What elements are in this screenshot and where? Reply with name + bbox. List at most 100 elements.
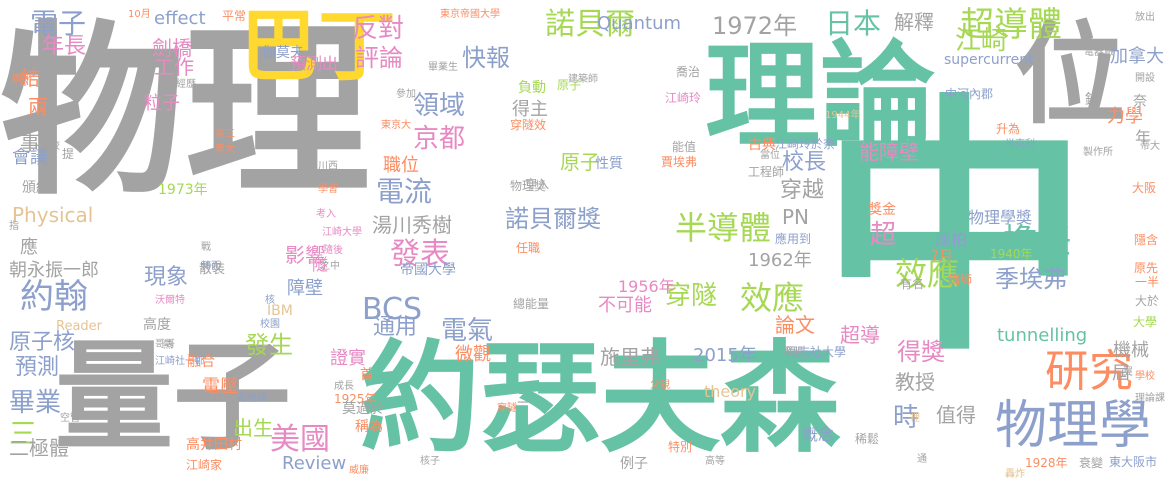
word-75: 兩: [28, 95, 48, 119]
word-143: 原先: [1134, 261, 1159, 275]
word-168: 第三: [215, 129, 235, 140]
word-165: 鑽研: [12, 74, 32, 85]
word-76: 事: [20, 131, 40, 155]
word-28: 解釋: [894, 10, 934, 34]
word-24: 評論: [355, 44, 403, 72]
word-126: 首: [360, 367, 374, 383]
word-47: 論文: [775, 313, 815, 337]
word-125: 高度: [143, 317, 171, 333]
word-69: 出生: [233, 416, 273, 440]
word-192: 二: [517, 391, 531, 407]
word-6: 巴丁: [240, 2, 397, 92]
word-178: 轉而: [201, 261, 221, 272]
word-149: 同志社大學: [786, 345, 847, 359]
word-117: 1973年: [158, 182, 208, 198]
word-104: 江崎玲於奈: [775, 137, 836, 151]
word-90: 屆: [1112, 363, 1130, 384]
word-101: 鍺: [1085, 92, 1099, 108]
word-188: 布喇頓: [237, 393, 267, 404]
word-17: 效應: [740, 279, 805, 317]
word-183: 核: [265, 295, 275, 306]
word-45: 電氣: [441, 316, 494, 346]
word-116: 當位: [760, 150, 780, 161]
word-9: 超導體: [960, 5, 1062, 45]
word-197: 轟炸: [1005, 469, 1025, 480]
word-145: 大於: [1135, 294, 1160, 308]
word-153: 升為: [996, 122, 1021, 136]
word-95: 年: [1135, 128, 1152, 147]
word-179: 指: [9, 221, 19, 232]
word-123: 頒給: [22, 180, 50, 196]
word-114: 物理獎: [510, 179, 547, 193]
word-27: Quantum: [597, 13, 682, 34]
word-13: 1972年: [712, 12, 798, 40]
word-62: 障壁: [287, 278, 323, 299]
word-161: 建築師: [568, 74, 598, 85]
word-148: 理論課: [1135, 393, 1165, 404]
word-23: BCS: [362, 292, 423, 327]
word-176: 之中: [320, 261, 340, 272]
word-33: 湯川秀樹: [372, 213, 452, 237]
word-190: 成長: [334, 381, 354, 392]
word-102: 奈: [1133, 94, 1147, 110]
word-91: PN: [782, 205, 810, 229]
word-94: 隧: [312, 255, 329, 274]
word-182: 校園: [260, 319, 280, 330]
word-170: 東京大: [381, 120, 411, 131]
word-50: 超導: [840, 323, 880, 347]
word-105: 江崎玲: [665, 91, 702, 105]
word-0: 物理: [0, 4, 370, 220]
word-93: 應: [20, 237, 38, 258]
word-175: 隨後: [323, 245, 343, 256]
word-193: 穿隧: [497, 403, 517, 414]
word-25: 快報: [462, 44, 510, 72]
word-31: 電流: [376, 175, 433, 208]
word-63: 朝永振一郎: [9, 260, 99, 281]
word-198: 高等: [705, 456, 725, 467]
word-70: Review: [282, 453, 347, 474]
word-26: 反對: [352, 14, 405, 44]
word-41: 物理學獎: [968, 208, 1033, 227]
word-128: 稱為: [355, 419, 383, 435]
word-137: 總能量: [513, 297, 550, 311]
word-136: 帝國大學: [400, 262, 456, 278]
word-138: 任職: [516, 241, 541, 255]
word-162: 畢業生: [428, 62, 458, 73]
word-163: 參加: [396, 89, 416, 100]
word-100: 放出: [1135, 12, 1155, 23]
word-189: 空管: [60, 413, 80, 424]
word-130: 江崎家: [186, 458, 223, 472]
word-5: 位: [1015, 11, 1125, 139]
word-169: 東大: [215, 144, 235, 155]
word-37: 職位: [383, 155, 419, 176]
word-3: 理論: [705, 30, 936, 164]
word-80: 劍橋: [152, 36, 192, 60]
word-89: 機械: [1113, 340, 1149, 361]
word-159: 開設: [1135, 73, 1155, 84]
word-120: 1925年: [334, 392, 377, 406]
word-103: 古典: [748, 137, 776, 153]
word-96: IBM: [267, 303, 293, 319]
word-65: 畢業: [9, 388, 62, 418]
word-67: 三: [9, 417, 38, 450]
word-85: supercurrent: [944, 52, 1034, 68]
word-140: 東大阪市: [1109, 455, 1158, 469]
word-72: 電壓: [202, 376, 238, 397]
word-58: 不可能: [598, 295, 652, 316]
word-186: 哥哥: [155, 339, 175, 350]
word-29: 領域: [413, 91, 466, 121]
word-98: 10月: [128, 9, 151, 20]
word-157: 製作所: [1083, 147, 1113, 158]
word-118: 1940年: [990, 247, 1033, 261]
word-56: 1962年: [748, 250, 812, 271]
word-139: 大阪: [1132, 181, 1157, 195]
word-66: 預測: [15, 355, 60, 380]
word-115: 工程師: [748, 165, 785, 179]
word-156: 帝大: [1140, 141, 1160, 152]
word-133: 例子: [620, 456, 648, 472]
word-77: 會議: [12, 147, 48, 168]
word-131: 概念: [802, 425, 835, 444]
word-1: 中: [820, 72, 1090, 387]
word-78: Physical: [12, 203, 94, 227]
